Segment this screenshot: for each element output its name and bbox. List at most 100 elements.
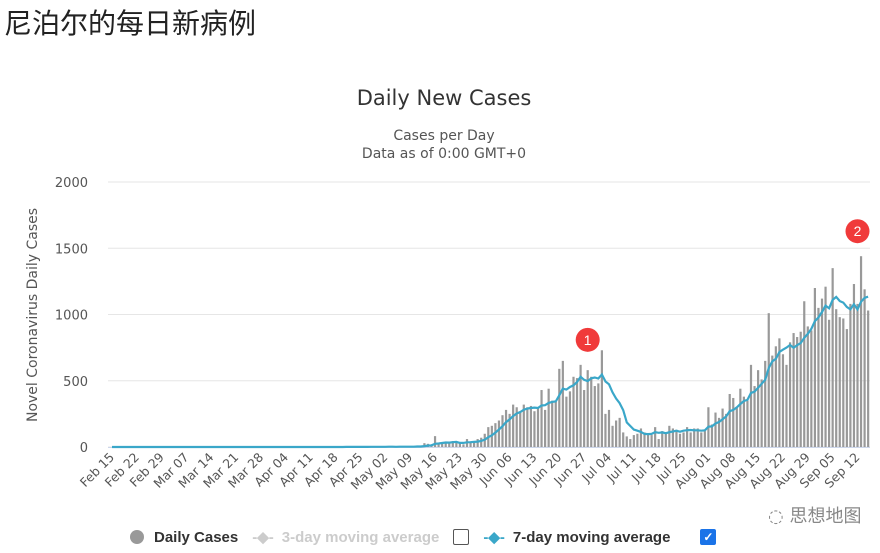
y-tick-label: 0 xyxy=(80,441,88,456)
annotation-marker xyxy=(845,219,870,244)
bar xyxy=(725,413,728,447)
legend-3-day-average[interactable]: -◆- 3-day moving average xyxy=(252,528,440,547)
bar xyxy=(817,307,820,447)
bar xyxy=(732,397,735,447)
bar xyxy=(629,439,632,447)
bar xyxy=(867,310,870,447)
bar xyxy=(561,360,564,447)
bar xyxy=(703,431,706,447)
bar xyxy=(526,407,529,447)
bar xyxy=(806,326,809,447)
bar xyxy=(494,423,497,447)
bar xyxy=(767,313,770,447)
bar xyxy=(536,407,540,447)
bar xyxy=(600,350,603,447)
bar xyxy=(721,408,724,447)
bar xyxy=(448,443,451,447)
bar xyxy=(504,409,508,447)
bar xyxy=(859,256,863,447)
bar xyxy=(774,346,777,447)
y-tick-label: 2000 xyxy=(55,176,88,191)
bar xyxy=(622,432,625,447)
bar xyxy=(575,378,579,447)
bar xyxy=(558,368,561,447)
bar xyxy=(593,386,596,447)
bar xyxy=(813,288,816,447)
bar xyxy=(508,413,511,447)
page-title: 尼泊尔的每日新病例 xyxy=(4,7,257,40)
bar xyxy=(650,435,653,447)
bar xyxy=(572,376,575,447)
bar xyxy=(778,338,781,447)
bar xyxy=(444,443,447,447)
bar xyxy=(771,355,774,447)
bar xyxy=(590,376,593,447)
bar xyxy=(693,428,696,447)
bar xyxy=(611,425,614,447)
legend-7-day-average[interactable]: -◆- 7-day moving average xyxy=(483,528,671,547)
bar xyxy=(863,289,866,447)
y-tick-label: 1500 xyxy=(55,242,88,257)
y-tick-label: 500 xyxy=(63,375,88,390)
bar xyxy=(625,436,628,447)
bar xyxy=(497,420,501,447)
legend: Daily Cases -◆- 3-day moving average -◆-… xyxy=(130,528,730,546)
bar xyxy=(586,370,589,447)
legend-daily-cases[interactable]: Daily Cases xyxy=(130,529,238,546)
bar xyxy=(441,442,444,447)
checkbox-3-day-average[interactable] xyxy=(453,529,470,545)
bar xyxy=(828,319,831,447)
bar xyxy=(742,396,745,447)
bar xyxy=(796,337,799,447)
bar xyxy=(788,342,792,447)
bar xyxy=(476,439,479,447)
bar xyxy=(533,411,536,447)
y-tick-label: 1000 xyxy=(55,309,88,324)
bar xyxy=(686,427,689,447)
bar xyxy=(657,439,660,447)
bar xyxy=(852,284,856,447)
bar xyxy=(746,400,749,447)
bar xyxy=(735,407,738,447)
bar xyxy=(675,429,678,447)
annotation-label: 2 xyxy=(854,223,862,239)
bar xyxy=(760,379,763,447)
bar xyxy=(607,409,611,447)
bar xyxy=(544,409,547,447)
bar xyxy=(824,286,827,447)
bar xyxy=(551,400,554,447)
chart-subtitle: Data as of 0:00 GMT+0 xyxy=(362,146,526,162)
line-marker-icon: -◆- xyxy=(483,529,505,546)
bar xyxy=(717,417,721,447)
bar xyxy=(728,394,731,447)
bar xyxy=(583,390,586,447)
bar xyxy=(764,360,767,447)
ma7-line xyxy=(112,295,869,449)
bar xyxy=(554,401,557,447)
bar xyxy=(579,364,582,447)
checkbox-7-day-average[interactable]: ✓ xyxy=(700,529,717,545)
bar xyxy=(838,317,841,447)
bar xyxy=(636,433,639,447)
bar xyxy=(661,431,664,447)
bar xyxy=(568,391,572,447)
bar xyxy=(849,303,852,447)
y-axis-title: Novel Coronavirus Daily Cases xyxy=(25,208,41,422)
bar xyxy=(455,443,458,447)
bar xyxy=(512,404,515,447)
bar xyxy=(739,388,742,447)
bar xyxy=(522,404,525,447)
bar xyxy=(792,333,795,447)
annotation-label: 1 xyxy=(584,332,592,348)
bar xyxy=(643,432,646,447)
bar xyxy=(831,268,834,447)
bar xyxy=(654,427,657,447)
bar xyxy=(781,354,785,447)
bar xyxy=(501,415,504,447)
bar xyxy=(689,432,692,447)
bar xyxy=(668,425,671,447)
line-marker-icon: -◆- xyxy=(252,529,274,546)
bar xyxy=(458,442,461,447)
chart-title: Daily New Cases xyxy=(357,86,532,110)
